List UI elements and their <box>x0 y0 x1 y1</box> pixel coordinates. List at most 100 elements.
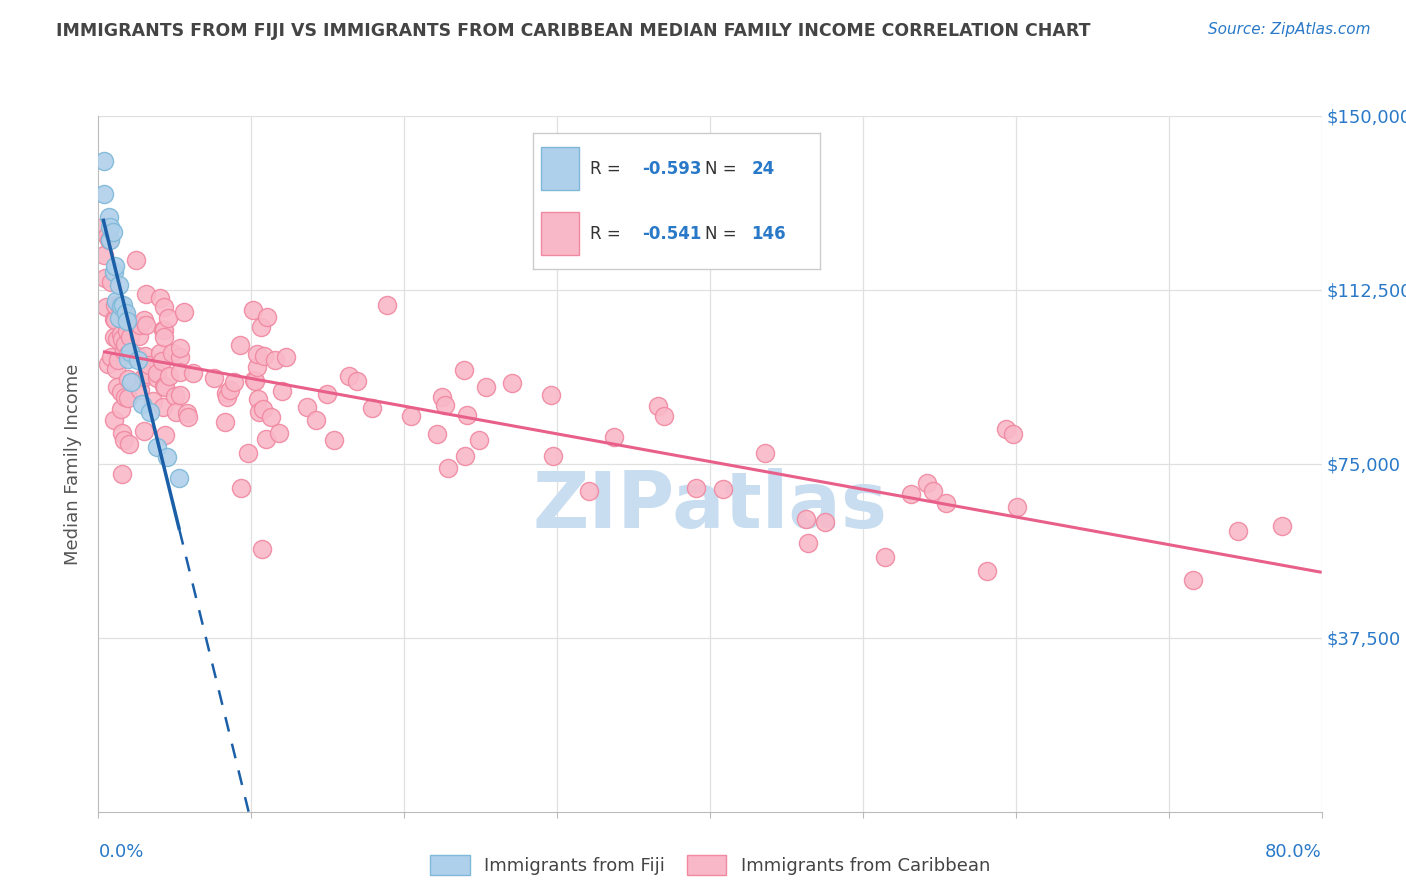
Point <box>252 402 274 417</box>
Point <box>337 368 360 383</box>
Point <box>105 293 128 308</box>
Point <box>152 400 174 414</box>
Point <box>165 405 187 419</box>
Point <box>153 379 176 393</box>
Point <box>121 375 143 389</box>
Text: ZIPatlas: ZIPatlas <box>533 467 887 543</box>
Point <box>135 367 157 381</box>
Point <box>873 549 896 564</box>
Point <box>97 357 120 371</box>
Point <box>254 432 277 446</box>
Point <box>794 512 817 526</box>
Y-axis label: Median Family Income: Median Family Income <box>65 363 83 565</box>
Point <box>138 358 160 372</box>
Point <box>157 368 180 383</box>
Point <box>253 349 276 363</box>
Point <box>169 470 191 484</box>
Point <box>103 413 125 427</box>
Point <box>260 410 283 425</box>
Point <box>111 298 134 312</box>
Point <box>900 487 922 501</box>
Point <box>202 370 225 384</box>
Point <box>115 306 138 320</box>
Point <box>256 310 278 325</box>
Point <box>93 186 115 201</box>
Point <box>754 446 776 460</box>
Point <box>111 467 134 481</box>
Point <box>127 353 149 368</box>
Point <box>426 427 449 442</box>
Point <box>181 366 204 380</box>
Point <box>540 388 562 402</box>
Point <box>456 408 478 422</box>
Point <box>100 351 122 365</box>
Point <box>250 542 273 557</box>
Point <box>242 373 264 387</box>
Point <box>316 386 339 401</box>
Point <box>127 350 149 364</box>
Point <box>91 220 114 235</box>
Point <box>249 405 271 419</box>
Point <box>922 484 945 499</box>
Point <box>117 347 139 361</box>
Point <box>375 297 398 311</box>
Point <box>169 350 191 364</box>
Point <box>271 384 294 399</box>
Point <box>274 351 297 365</box>
Point <box>117 372 139 386</box>
Point <box>399 409 422 423</box>
Point <box>139 404 162 418</box>
Point <box>93 248 115 262</box>
Point <box>101 225 124 239</box>
Point <box>475 380 498 394</box>
Point <box>96 228 118 243</box>
Point <box>245 374 267 388</box>
Point <box>115 314 138 328</box>
Point <box>120 330 142 344</box>
Point <box>247 392 270 406</box>
Point <box>169 341 191 355</box>
Point <box>543 449 565 463</box>
Point <box>453 362 475 376</box>
Point <box>229 338 252 352</box>
Legend: Immigrants from Fiji, Immigrants from Caribbean: Immigrants from Fiji, Immigrants from Ca… <box>423 847 997 883</box>
Point <box>104 313 127 327</box>
Point <box>346 374 368 388</box>
Point <box>711 482 734 496</box>
Point <box>110 385 132 400</box>
Point <box>115 324 138 338</box>
Point <box>647 399 669 413</box>
Point <box>177 409 200 424</box>
Point <box>222 375 245 389</box>
Point <box>94 271 117 285</box>
Point <box>103 330 125 344</box>
Point <box>145 371 167 385</box>
Text: 0.0%: 0.0% <box>98 843 143 861</box>
Point <box>242 302 264 317</box>
Point <box>98 233 121 247</box>
Point <box>153 324 176 338</box>
Point <box>104 259 127 273</box>
Point <box>135 287 157 301</box>
Point <box>454 449 477 463</box>
Point <box>146 367 169 381</box>
Point <box>219 383 242 397</box>
Point <box>98 210 121 224</box>
Point <box>104 361 127 376</box>
Point <box>117 352 139 367</box>
Point <box>305 412 328 426</box>
Point <box>128 329 150 343</box>
Point <box>132 425 155 439</box>
Point <box>236 446 259 460</box>
Point <box>156 450 179 465</box>
Point <box>108 311 131 326</box>
Point <box>128 383 150 397</box>
Point <box>112 344 135 359</box>
Point <box>157 311 180 326</box>
Point <box>110 299 132 313</box>
Point <box>360 401 382 415</box>
Point <box>214 415 236 429</box>
Point <box>935 496 957 510</box>
Point <box>104 297 127 311</box>
Point <box>142 393 165 408</box>
